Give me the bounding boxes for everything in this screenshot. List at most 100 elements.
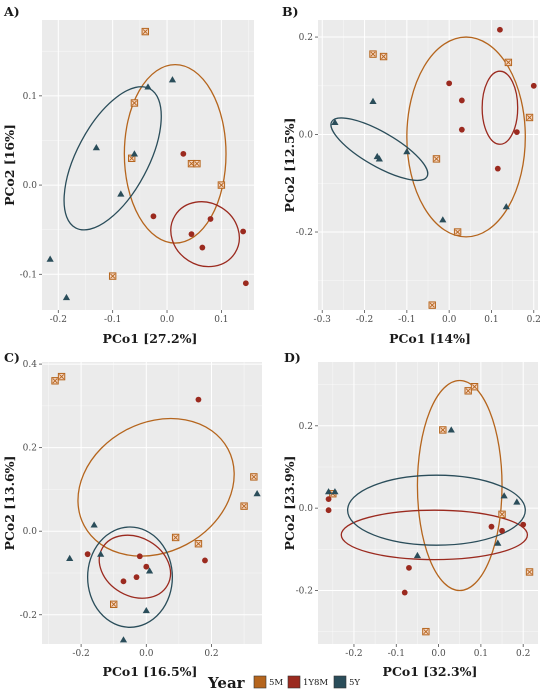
y-tick-label: -0.2 bbox=[296, 586, 313, 596]
confidence-ellipse-1y8m bbox=[340, 509, 529, 561]
confidence-ellipse-5m bbox=[416, 379, 503, 592]
data-point-1y8m bbox=[202, 557, 208, 564]
legend-swatch-5y bbox=[333, 675, 347, 689]
data-point-1y8m bbox=[406, 564, 412, 571]
panel-4: -0.2 -0.1 0.0 0.1 0.2 -0.2 0.0 0.2 D) PCo1 [32.3%… bbox=[282, 350, 538, 679]
y-tick-label: 0.0 bbox=[23, 181, 38, 191]
data-point-5m-cross bbox=[465, 388, 471, 394]
data-point-5m-cross bbox=[370, 51, 376, 57]
data-point-5y bbox=[90, 521, 98, 528]
panel-label: B) bbox=[282, 4, 298, 19]
plot-background bbox=[42, 362, 262, 644]
confidence-ellipse-5m bbox=[406, 36, 526, 238]
data-point-5m-cross bbox=[251, 474, 257, 480]
data-point-1y8m bbox=[136, 553, 143, 560]
data-point-5m-cross bbox=[142, 29, 148, 35]
data-point-5m-cross bbox=[499, 511, 505, 517]
legend-label-5y: 5Y bbox=[349, 678, 360, 688]
data-point-5m-cross bbox=[52, 378, 58, 384]
x-tick-label: -0.1 bbox=[388, 649, 405, 659]
x-tick-label: 0.0 bbox=[442, 315, 457, 325]
y-axis-title: PCo2 [16%] bbox=[2, 124, 17, 206]
x-tick-label: 0.2 bbox=[204, 649, 218, 659]
data-point-5y bbox=[513, 498, 521, 505]
data-point-5m-cross bbox=[381, 54, 387, 60]
confidence-ellipse-5m bbox=[123, 63, 227, 244]
x-tick-label: 0.1 bbox=[474, 649, 488, 659]
data-point-1y8m bbox=[120, 578, 127, 585]
x-tick-label: -0.2 bbox=[356, 315, 373, 325]
data-point-5y bbox=[62, 293, 71, 301]
data-point-1y8m bbox=[325, 507, 332, 514]
data-point-1y8m bbox=[84, 551, 91, 558]
data-point-1y8m bbox=[530, 82, 537, 89]
data-point-5y bbox=[324, 488, 333, 495]
x-tick-label: -0.2 bbox=[50, 315, 67, 325]
data-point-5m-cross bbox=[194, 161, 200, 167]
confidence-ellipse-5y bbox=[86, 526, 174, 628]
plot-background bbox=[318, 362, 538, 644]
data-point-1y8m bbox=[325, 496, 332, 502]
y-tick-label: -0.1 bbox=[20, 270, 37, 280]
data-point-5y bbox=[145, 567, 154, 574]
data-point-5m-cross bbox=[527, 569, 533, 575]
y-tick-label: 0.2 bbox=[23, 444, 37, 454]
data-point-5y bbox=[331, 488, 339, 495]
confidence-ellipse-5y bbox=[346, 474, 526, 546]
x-tick-label: 0.0 bbox=[431, 649, 446, 659]
legend-swatch-1y8m bbox=[287, 675, 301, 689]
data-point-5y bbox=[130, 150, 139, 157]
y-tick-label: 0.0 bbox=[299, 131, 314, 141]
data-point-5y bbox=[500, 492, 508, 499]
y-tick-label: 0.2 bbox=[299, 422, 313, 432]
data-point-5m-cross bbox=[195, 541, 201, 547]
data-point-1y8m bbox=[150, 213, 157, 220]
y-tick-label: 0.4 bbox=[23, 360, 38, 370]
data-point-5y bbox=[375, 155, 383, 162]
data-point-5m-cross bbox=[173, 534, 179, 540]
x-axis-title: PCo1 [27.2%] bbox=[103, 331, 198, 346]
y-tick-label: 0.2 bbox=[299, 33, 313, 43]
confidence-ellipse-1y8m bbox=[98, 534, 172, 599]
confidence-ellipse-5m bbox=[77, 417, 235, 557]
data-point-1y8m bbox=[242, 280, 249, 287]
data-point-5y bbox=[46, 255, 54, 262]
data-point-5m-cross bbox=[59, 374, 65, 380]
data-point-1y8m bbox=[195, 396, 202, 403]
data-point-1y8m bbox=[488, 523, 495, 530]
x-tick-label: -0.1 bbox=[104, 315, 121, 325]
data-point-5m-cross bbox=[110, 273, 116, 279]
x-tick-label: 0.0 bbox=[139, 649, 154, 659]
legend-swatch-5m bbox=[253, 675, 267, 689]
x-tick-label: 0.1 bbox=[484, 315, 498, 325]
data-point-1y8m bbox=[494, 165, 501, 172]
x-tick-label: 0.1 bbox=[214, 315, 228, 325]
x-tick-label: -0.2 bbox=[345, 649, 362, 659]
data-point-1y8m bbox=[188, 231, 195, 238]
x-tick-label: 0.2 bbox=[527, 315, 541, 325]
y-axis-title: PCo2 [12.5%] bbox=[282, 118, 297, 213]
data-point-5y bbox=[253, 490, 261, 497]
data-point-5y bbox=[168, 76, 177, 83]
data-point-5y bbox=[144, 83, 152, 90]
data-point-1y8m bbox=[401, 589, 408, 596]
y-axis-title: PCo2 [23.9%] bbox=[282, 456, 297, 551]
data-point-5m-cross bbox=[505, 59, 511, 65]
x-tick-label: 0.0 bbox=[160, 315, 175, 325]
data-point-5m-cross bbox=[218, 182, 224, 188]
panel-1: -0.2 -0.1 0.0 0.1 -0.1 0.0 0.1 A) PCo1 [27.2%] PC… bbox=[2, 4, 254, 346]
data-point-5m-cross bbox=[423, 629, 429, 635]
data-point-5y bbox=[97, 550, 105, 557]
panel-2: -0.3 -0.2 -0.1 0.0 0.1 0.2 -0.2 0.0 0.2 B) PCo1 [1… bbox=[282, 4, 541, 346]
panel-label: C) bbox=[4, 350, 20, 365]
y-axis-title: PCo2 [13.6%] bbox=[2, 456, 17, 551]
x-axis-title: PCo1 [14%] bbox=[389, 331, 471, 346]
plot-background bbox=[42, 20, 254, 310]
data-point-5m-cross bbox=[188, 161, 195, 167]
data-point-5m-cross bbox=[440, 427, 446, 433]
data-point-1y8m bbox=[458, 97, 465, 104]
data-point-5y bbox=[447, 426, 455, 433]
data-point-1y8m bbox=[133, 574, 140, 581]
data-point-1y8m bbox=[513, 129, 520, 136]
